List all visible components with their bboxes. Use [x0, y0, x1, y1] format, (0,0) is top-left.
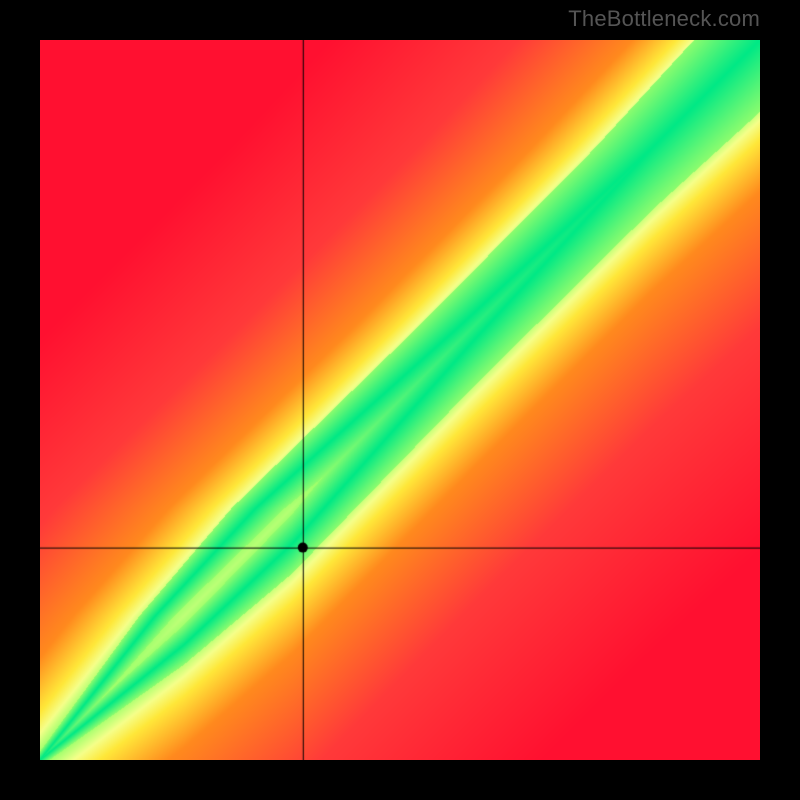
bottleneck-heatmap [40, 40, 760, 760]
frame: TheBottleneck.com [0, 0, 800, 800]
watermark-text: TheBottleneck.com [568, 6, 760, 32]
